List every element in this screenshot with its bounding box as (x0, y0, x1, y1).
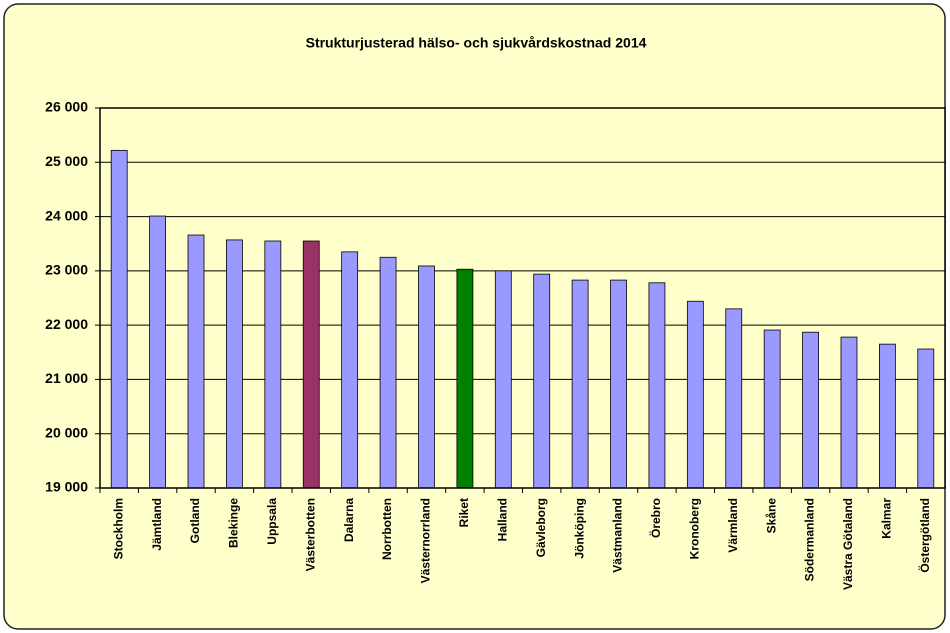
x-tick-label: Blekinge (227, 498, 241, 548)
plot-border (99, 107, 946, 489)
bar (264, 240, 282, 489)
x-tick-label: Riket (457, 498, 471, 527)
bar (341, 251, 359, 489)
x-tick-label: Jönköping (572, 498, 586, 559)
x-tick-label: Halland (495, 498, 509, 541)
x-tick-label: Norrbotten (380, 498, 394, 560)
bar (149, 215, 167, 489)
bar (763, 329, 781, 489)
bar (686, 300, 704, 489)
y-tick-label: 26 000 (45, 99, 88, 115)
bar (610, 279, 627, 489)
bar (494, 270, 512, 489)
x-tick-label: Kronoberg (688, 498, 702, 559)
x-tick-label: Dalarna (342, 498, 356, 542)
x-tick-label: Södermanland (803, 498, 817, 581)
x-tick-label: Stockholm (111, 498, 125, 559)
bar (187, 234, 205, 489)
x-tick-label: Gävleborg (534, 498, 548, 557)
x-tick-label: Västerbotten (303, 498, 317, 571)
x-tick-label: Uppsala (265, 498, 279, 545)
x-tick-label: Västra Götaland (841, 498, 855, 590)
y-tick-label: 22 000 (45, 316, 88, 332)
bar (533, 273, 551, 489)
x-tick-label: Västmanland (611, 498, 625, 573)
chart-title: Strukturjusterad hälso- och sjukvårdskos… (306, 35, 647, 51)
y-tick-label: 19 000 (45, 479, 88, 495)
x-tick-label: Östergötland (917, 498, 932, 573)
bar (802, 331, 819, 489)
bar (379, 256, 397, 489)
y-tick-label: 23 000 (45, 262, 88, 278)
y-tick-label: 25 000 (45, 153, 88, 169)
bar (456, 268, 474, 489)
bar (226, 239, 243, 489)
y-tick-label: 20 000 (45, 424, 88, 440)
x-tick-label: Värmland (726, 498, 740, 553)
x-tick-label: Örebro (648, 498, 663, 538)
x-tick-label: Gotland (188, 498, 202, 543)
y-tick-label: 24 000 (45, 207, 88, 223)
bar (418, 265, 435, 489)
x-tick-label: Västernorrland (419, 498, 433, 583)
x-tick-label: Jämtland (150, 498, 164, 551)
bar (840, 336, 858, 489)
x-tick-label: Skåne (764, 498, 778, 534)
bar (878, 343, 896, 489)
y-tick-label: 21 000 (45, 370, 88, 386)
bar (917, 348, 935, 489)
x-tick-label: Kalmar (880, 498, 894, 539)
bar (571, 279, 589, 489)
bar (725, 308, 743, 489)
bar (110, 149, 128, 489)
bar (302, 240, 320, 489)
bar (648, 282, 666, 489)
